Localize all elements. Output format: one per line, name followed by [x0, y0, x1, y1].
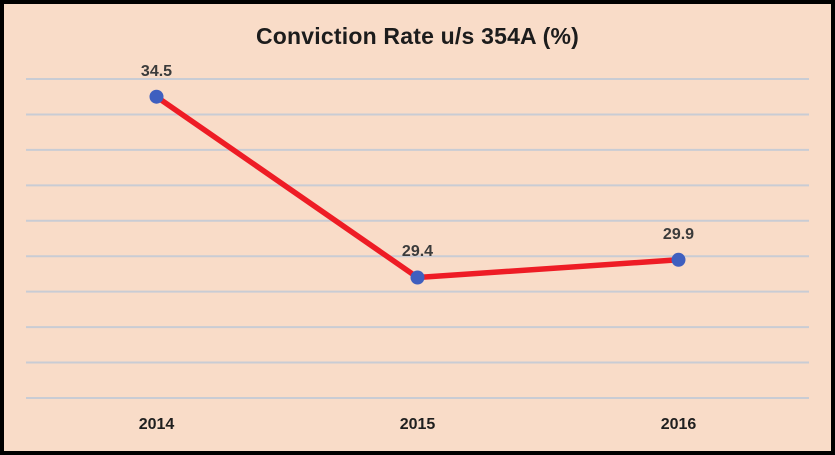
data-label-2016: 29.9	[662, 225, 695, 243]
data-label-2015: 29.4	[401, 243, 434, 261]
x-axis-label-2014: 2014	[138, 416, 175, 433]
data-label-2014: 34.5	[140, 62, 173, 80]
data-point-marker-2015	[410, 270, 425, 285]
data-point-marker-2016	[671, 252, 686, 267]
x-axis-label-2015: 2015	[399, 416, 436, 433]
chart-title: Conviction Rate u/s 354A (%)	[256, 23, 579, 49]
x-axis-label-2016: 2016	[660, 416, 697, 433]
data-point-marker-2014	[149, 89, 164, 104]
